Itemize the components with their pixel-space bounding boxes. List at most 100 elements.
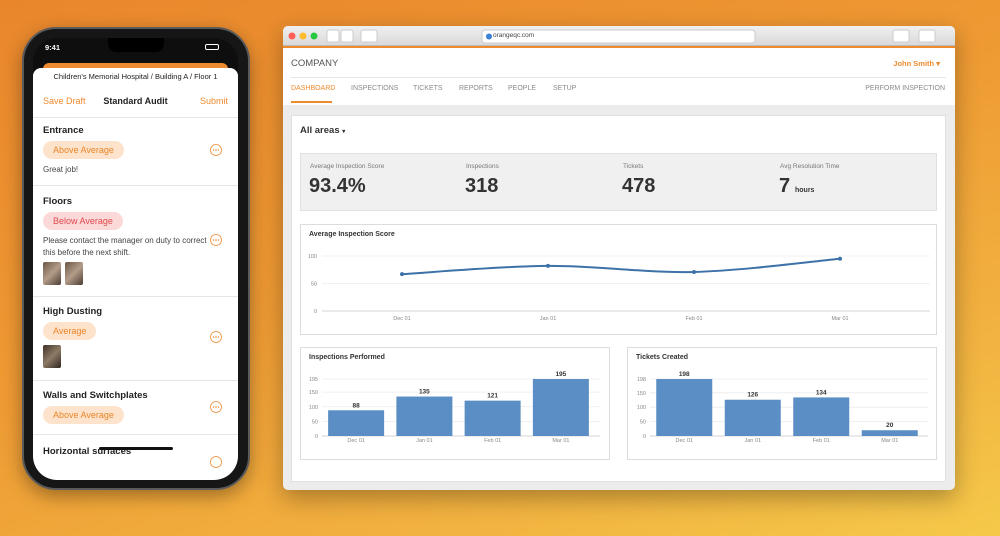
photo[interactable] — [65, 262, 83, 285]
y-tick-label: 150 — [309, 390, 318, 396]
battery — [205, 44, 219, 50]
x-tick-label: Feb 01 — [685, 316, 702, 322]
value-label: 121 — [487, 393, 498, 400]
value-label: 195 — [555, 371, 566, 378]
x-tick-label: Jan 01 — [744, 438, 761, 444]
y-tick-label: 100 — [309, 405, 318, 411]
nav-item[interactable]: PEOPLE — [508, 85, 537, 92]
item-name: Horizontal surfaces — [43, 446, 132, 457]
divider — [33, 185, 238, 186]
x-tick-label: Mar 01 — [831, 316, 848, 322]
y-tick-label: 0 — [643, 434, 646, 440]
stat-value: 7 — [779, 175, 791, 197]
more-icons — [210, 144, 222, 468]
y-tick-label: 100 — [637, 405, 646, 411]
point — [838, 256, 842, 261]
perform-inspection[interactable]: PERFORM INSPECTION — [865, 85, 945, 92]
chart-title: Tickets Created — [636, 354, 689, 361]
item-name: Entrance — [43, 125, 84, 136]
y-tick-label: 195 — [309, 377, 318, 383]
stat-label: Avg Resolution Time — [780, 163, 840, 170]
chart-title: Inspections Performed — [309, 354, 385, 361]
nav-item[interactable]: TICKETS — [413, 85, 443, 92]
x-tick-label: Dec 01 — [347, 438, 364, 444]
photo[interactable] — [43, 262, 61, 285]
y-tick-label: 0 — [315, 434, 318, 440]
bar — [656, 379, 713, 436]
save-draft[interactable]: Save Draft — [43, 96, 86, 106]
audit-title: Standard Audit — [103, 96, 168, 106]
chart-title: Average Inspection Score — [309, 231, 395, 238]
x-tick-label: Feb 01 — [484, 438, 501, 444]
nav-underline — [291, 101, 332, 103]
item-name: Floors — [43, 196, 73, 207]
comment: Great job! — [43, 165, 79, 174]
x-tick-label: Dec 01 — [676, 438, 693, 444]
nav-item[interactable]: SETUP — [553, 85, 577, 92]
bar — [532, 379, 589, 436]
x-tick-label: Feb 01 — [813, 438, 830, 444]
divider — [33, 380, 238, 381]
value-label: 135 — [419, 389, 430, 396]
stats-box — [300, 153, 937, 211]
stat-label: Average Inspection Score — [310, 163, 385, 170]
x-tick-label: Mar 01 — [552, 438, 569, 444]
company: COMPANY — [291, 58, 339, 69]
submit[interactable]: Submit — [199, 96, 228, 106]
line — [401, 257, 841, 276]
divider — [291, 77, 946, 78]
bar — [396, 396, 453, 436]
item-name: High Dusting — [43, 306, 103, 317]
url[interactable]: orangeqc.com — [493, 32, 535, 39]
value-label: 126 — [747, 392, 758, 399]
user-menu[interactable]: John Smith ▾ — [893, 59, 940, 68]
window-controls — [288, 29, 936, 44]
y-tick-label: 50 — [312, 419, 318, 425]
divider — [33, 296, 238, 297]
nav-item[interactable]: INSPECTIONS — [351, 85, 399, 92]
y-tick-label: 50 — [311, 282, 317, 288]
nav-item[interactable]: REPORTS — [459, 85, 493, 92]
bar — [464, 400, 521, 436]
rating[interactable]: Above Average — [43, 406, 124, 424]
point — [400, 272, 404, 277]
rating[interactable]: Below Average — [43, 212, 123, 230]
status-time: 9:41 — [45, 43, 61, 52]
stat-unit: hours — [795, 187, 815, 194]
point — [692, 269, 696, 274]
home-indicator — [99, 447, 173, 450]
phone-screen: 9:41 Children's Memorial Hospital / Buil… — [33, 38, 238, 480]
stat-value: 318 — [465, 175, 499, 197]
value-label: 198 — [679, 371, 690, 378]
photo[interactable] — [43, 345, 61, 368]
bar — [724, 399, 781, 436]
stat-label: Tickets — [623, 163, 644, 170]
y-tick-label: 0 — [314, 309, 317, 315]
x-tick-label: Mar 01 — [881, 438, 898, 444]
x-tick-label: Jan 01 — [416, 438, 433, 444]
stat-value: 93.4% — [309, 175, 366, 197]
area-select[interactable]: All areas ▾ — [300, 125, 346, 136]
user-name: John Smith — [893, 59, 935, 68]
x-tick-label: Dec 01 — [393, 316, 410, 322]
app-header — [283, 46, 955, 105]
bar — [328, 410, 385, 436]
divider — [33, 434, 238, 435]
rating[interactable]: Average — [43, 322, 97, 340]
divider — [33, 117, 238, 118]
value-label: 134 — [816, 389, 827, 396]
x-tick-label: Jan 01 — [540, 316, 557, 322]
y-tick-label: 150 — [637, 391, 646, 397]
point — [546, 263, 550, 268]
rating[interactable]: Above Average — [43, 141, 124, 159]
y-tick-label: 100 — [308, 254, 317, 260]
nav-item[interactable]: DASHBOARD — [291, 85, 336, 92]
location: Children's Memorial Hospital / Building … — [53, 72, 218, 81]
bar — [793, 397, 850, 436]
item-name: Walls and Switchplates — [43, 390, 148, 401]
chart-panel — [300, 224, 937, 335]
area: All areas — [300, 125, 340, 136]
stat-label: Inspections — [466, 163, 499, 170]
y-tick-label: 50 — [640, 420, 646, 426]
